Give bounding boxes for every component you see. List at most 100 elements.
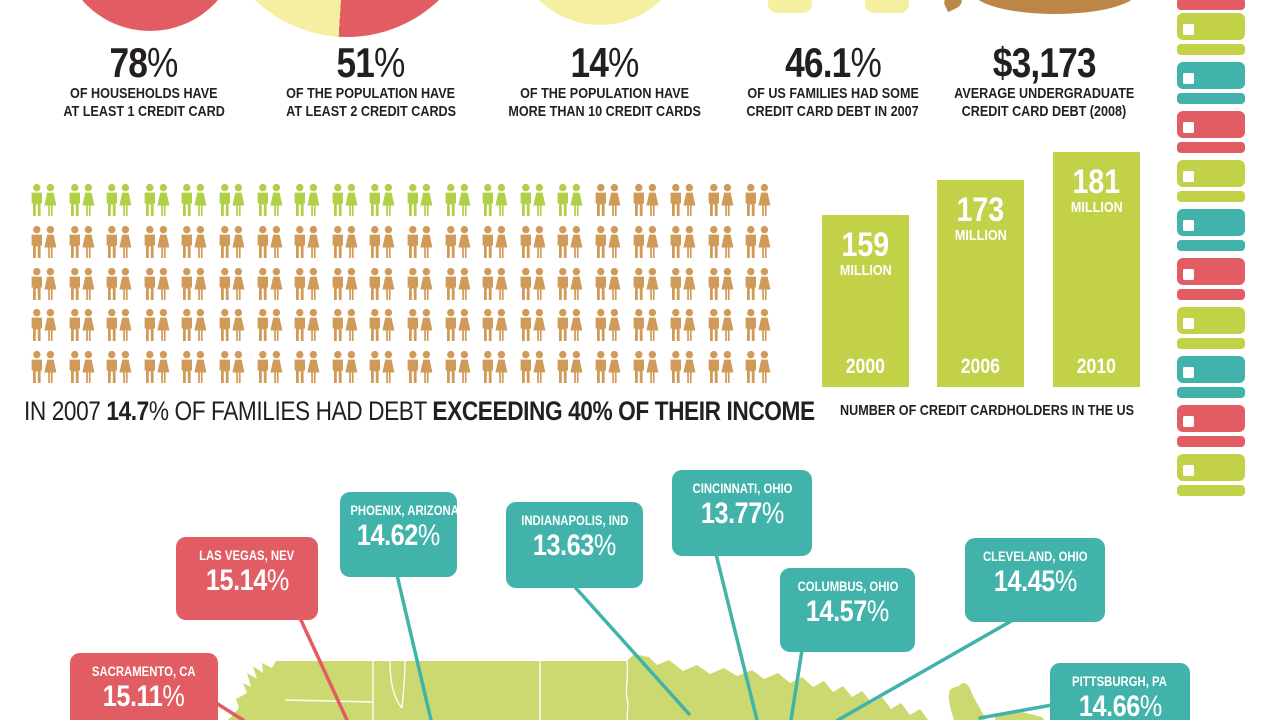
couple-icon [144,309,170,342]
bar-unit: MILLION [1070,199,1123,216]
stat-value-suffix: % [850,39,881,86]
couple-icon [369,184,395,216]
bar-unit: MILLION [839,262,892,279]
couple-icon [482,267,508,300]
stat-value-number: $3,173 [992,39,1097,86]
couple-icon [670,225,696,258]
couple-icon [332,309,358,342]
credit-card-icon [1177,111,1245,138]
couple-icon [633,184,658,216]
credit-card-icon [1177,454,1245,481]
leader-line-columbus [789,648,804,720]
city-callout: LAS VEGAS, NEV 15.14% [176,537,318,620]
leader-line-cincinnati [714,552,759,720]
couple-icon [520,267,546,300]
couple-icon [257,351,282,384]
credit-card-strip [1177,289,1245,300]
bar-year: 2000 [845,355,886,378]
city-callout: CLEVELAND, OHIO 14.45% [965,538,1105,622]
couple-icon [633,267,658,300]
couple-icon [294,351,320,384]
couple-icon [144,225,170,258]
stat-label-line: OF US FAMILIES HAD SOME [747,85,919,102]
couple-icon [69,184,94,216]
stat-value-suffix: % [147,39,179,86]
leader-line-las-vegas [298,616,349,720]
callout-percent-suffix: % [1139,690,1162,720]
couple-icon [670,267,696,300]
callout-percent-suffix: % [162,680,185,713]
couple-icon [294,225,320,258]
couple-icon [294,309,320,342]
couple-icon [257,309,282,342]
stat-label-line: MORE THAN 10 CREDIT CARDS [508,103,702,120]
couple-icon [445,184,470,216]
couple-icon [106,309,132,342]
couple-icon [181,184,207,216]
yellow-bar-icon [865,0,909,13]
couple-icon [520,309,546,342]
callout-percent-suffix: % [1054,565,1077,598]
couple-icon [369,225,395,258]
couple-icon [633,351,658,384]
credit-card-icon [1177,405,1245,432]
city-callout: SACRAMENTO, CA 15.11% [70,653,218,720]
leader-line-sacramento [211,699,245,720]
bar-chart-caption: NUMBER OF CREDIT CARDHOLDERS IN THE US [840,402,1135,419]
callout-percent-number: 15.11 [103,680,163,713]
couple-icon [181,267,207,300]
credit-card-strip [1177,485,1245,496]
couple-icon [106,267,132,300]
stat-label-line: AT LEAST 2 CREDIT CARDS [286,103,456,120]
couple-icon [31,309,57,342]
callout-percent-suffix: % [593,529,616,562]
couple-icon [745,309,771,342]
us-map [228,654,1044,720]
couple-icon [369,351,395,384]
callout-percent-number: 14.45 [993,565,1055,598]
headline-bold-segment: 14.7 [106,396,149,426]
couple-icon [708,351,734,384]
couple-icon [595,351,621,384]
couple-icon [369,267,395,300]
credit-card-strip [1177,0,1245,10]
city-callout: CINCINNATI, OHIO 13.77% [672,470,812,556]
stat-value: 78% [24,42,264,84]
callout-city-label: SACRAMENTO, CA [92,664,196,679]
couple-icon [708,225,734,258]
couple-icon [482,309,508,342]
credit-card-strip [1177,44,1245,55]
callout-percent-suffix: % [761,497,784,530]
couple-icon [257,267,282,300]
couple-icon [520,184,546,216]
bar: 181 MILLION 2010 [1053,152,1140,387]
couple-icon [219,184,245,216]
stat-label-line: OF HOUSEHOLDS HAVE [70,85,218,102]
couple-icon [332,267,358,300]
couple-icon [445,225,470,258]
bar-year: 2010 [1076,355,1117,378]
credit-card-icon [1177,307,1245,334]
credit-card-strip [1177,338,1245,349]
stat-column: $3,173 AVERAGE UNDERGRADUATE CREDIT CARD D… [924,39,1164,121]
couple-icon [31,351,57,384]
couple-icon [670,309,696,342]
couple-icon [181,225,207,258]
card-chip-icon [1183,220,1194,231]
callout-percent-value: 14.62% [340,519,457,552]
city-callout: PHOENIX, ARIZONA 14.62% [340,492,459,577]
couple-icon [219,351,245,384]
couple-icon [332,351,358,384]
couple-icon [407,184,433,216]
city-callout: PITTSBURGH, PA 14.66% [1050,663,1190,720]
couple-icon [294,184,320,216]
couple-icon [407,267,433,300]
callout-percent-value: 14.66% [1050,690,1190,720]
card-chip-icon [1183,269,1194,280]
map-maine [948,682,985,720]
callout-city-label: LAS VEGAS, NEV [199,548,295,563]
credit-card-icon [1177,160,1245,187]
callout-city-label: PHOENIX, ARIZONA [350,503,459,518]
couple-icon [482,351,508,384]
